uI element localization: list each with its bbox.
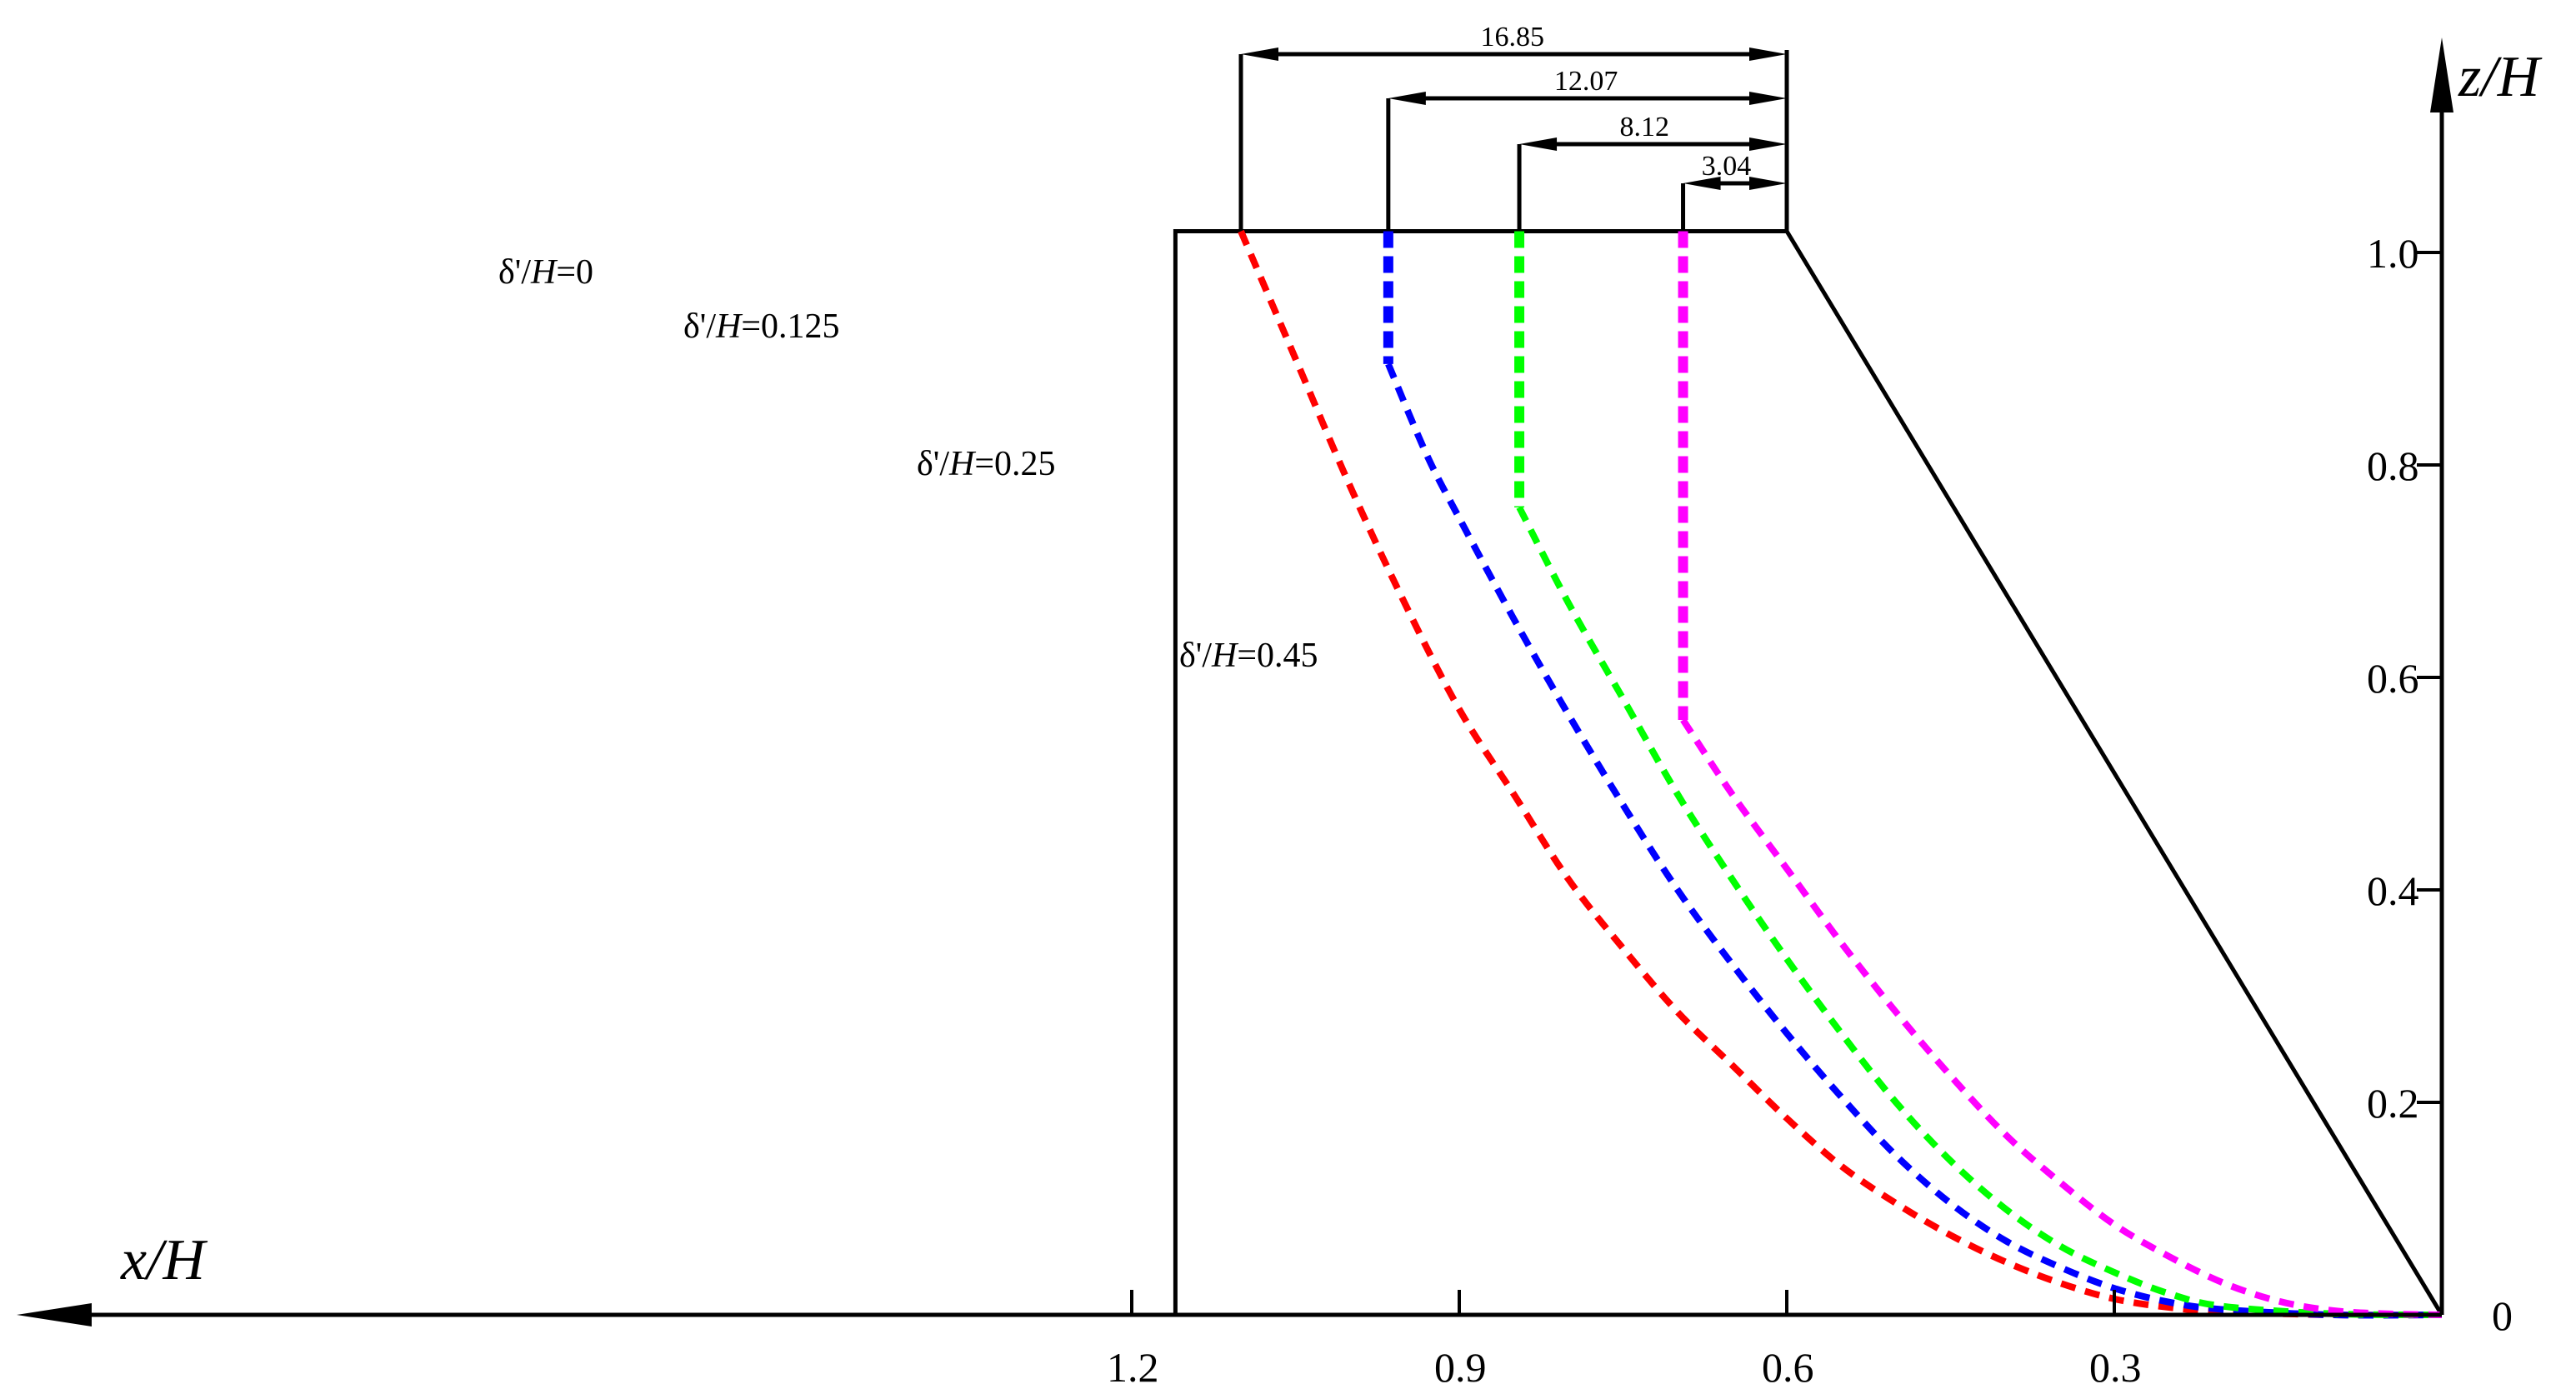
- y-tick-label: 0: [2492, 1292, 2513, 1339]
- x-tick-label: 1.2: [1107, 1344, 1159, 1391]
- x-axis-arrow-icon: [17, 1303, 92, 1327]
- dimension-arrow-right-icon: [1749, 47, 1787, 61]
- y-axis-title: z/H: [2458, 45, 2543, 109]
- x-tick-label: 0.3: [2089, 1344, 2142, 1391]
- curves-layer: [1238, 229, 2443, 1319]
- structure-outline-layer: [1173, 229, 2444, 1317]
- series-2-curve: [1516, 506, 2443, 1318]
- series-labels-layer: δ'/H=0 δ'/H=0.125 δ'/H=0.25 δ'/H=0.45: [498, 253, 1318, 675]
- series-3-curve: [1680, 717, 2443, 1318]
- dimension-arrow-left-icon: [1683, 177, 1721, 190]
- x-tick-label: 0.6: [1762, 1344, 1814, 1391]
- dimension-label: 12.07: [1554, 66, 1618, 97]
- dimension-arrow-left-icon: [1241, 47, 1278, 61]
- series-1-curve: [1385, 362, 2443, 1319]
- dimension-arrow-right-icon: [1749, 137, 1787, 151]
- x-axis-title: x/H: [120, 1228, 208, 1292]
- dimension-label: 16.85: [1481, 22, 1545, 52]
- dimension-arrow-left-icon: [1388, 92, 1426, 105]
- y-tick-label: 0.8: [2367, 442, 2419, 489]
- series-label: δ'/H=0.25: [917, 445, 1056, 483]
- dimension-lines-layer: 16.85 12.078.12 3.04: [1238, 22, 1789, 232]
- y-tick-label: 0.6: [2367, 655, 2419, 702]
- dimension-label: 8.12: [1620, 112, 1670, 142]
- series-0-curve: [1238, 229, 2443, 1319]
- x-tick-label: 0.9: [1434, 1344, 1487, 1391]
- y-tick-label: 0.2: [2367, 1080, 2419, 1127]
- dimension-arrow-left-icon: [1519, 137, 1558, 151]
- ticks-layer: 1.2 0.9 0.6 0.3 0 0.2 0.4 0.6 0.8 1.0: [1107, 230, 2513, 1391]
- series-label: δ'/H=0: [498, 253, 593, 292]
- y-tick-label: 1.0: [2367, 230, 2419, 277]
- dimension-arrow-right-icon: [1749, 92, 1787, 105]
- series-label: δ'/H=0.45: [1179, 637, 1318, 675]
- dimension-label: 3.04: [1702, 151, 1751, 182]
- y-axis-arrow-icon: [2430, 37, 2453, 112]
- y-tick-label: 0.4: [2367, 867, 2419, 914]
- series-label: δ'/H=0.125: [683, 307, 840, 346]
- dam-outline: [1173, 229, 2444, 1317]
- dimension-arrow-right-icon: [1749, 177, 1787, 190]
- axes-layer: x/H z/H: [17, 37, 2543, 1327]
